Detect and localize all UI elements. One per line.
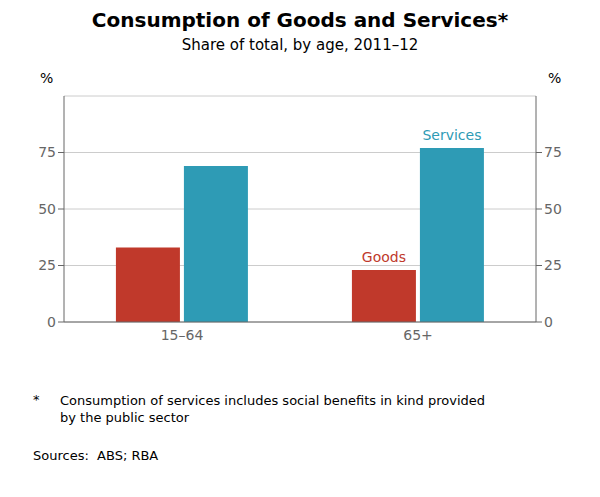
svg-text:Services: Services [422,127,481,143]
svg-text:25: 25 [38,257,56,273]
html-text:Share of total, by age, 2011–1: Share of total, by age, 2011–12 [181,36,419,54]
html-text:Consumption of Goods and Servi: Consumption of Goods and Services* [91,8,509,32]
svg-text:Goods: Goods [362,249,406,265]
svg-text:25: 25 [544,257,562,273]
svg-text:50: 50 [544,201,562,217]
svg-text:75: 75 [544,144,562,160]
svg-text:0: 0 [544,314,553,330]
html-text:Consumption of services includ: Consumption of services includes social … [60,393,486,425]
svg-text:65+: 65+ [403,327,433,343]
svg-text:15–64: 15–64 [161,327,204,343]
svg-text:50: 50 [38,201,56,217]
svg-text:0: 0 [47,314,56,330]
html-text:Sources: ABS; RBA: Sources: ABS; RBA [33,448,159,463]
svg-text:75: 75 [38,144,56,160]
